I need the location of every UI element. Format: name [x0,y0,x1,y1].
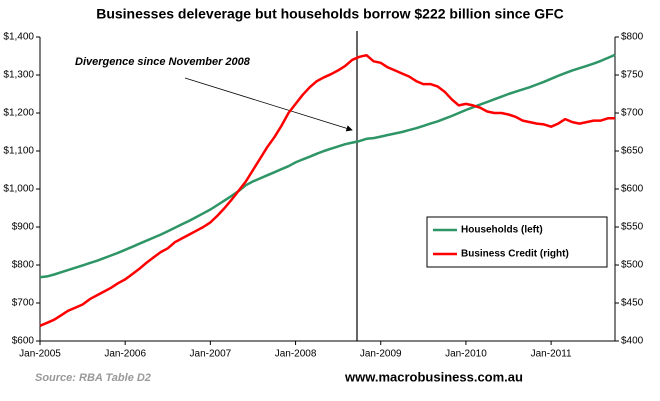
chart-title: Businesses deleverage but households bor… [96,6,564,22]
y2-tick-label: $700 [621,108,644,119]
y-tick-label: $1,300 [3,70,34,81]
x-tick-label: Jan-2009 [360,349,402,360]
legend-box [426,216,608,268]
annotation-arrow [184,77,353,132]
x-tick-label: Jan-2008 [275,349,317,360]
y-tick-label: $1,200 [3,108,34,119]
y-tick-label: $800 [12,260,35,271]
y2-tick-label: $750 [621,70,644,81]
y2-tick-label: $400 [621,336,644,347]
y-tick-label: $1,000 [3,184,34,195]
source: Source: RBA Table D2 [35,372,151,384]
website: www.macrobusiness.com.au [344,369,523,384]
legend-label: Business Credit (right) [461,249,569,260]
x-tick-label: Jan-2006 [104,349,146,360]
x-tick-label: Jan-2011 [531,349,572,360]
annotation: Divergence since November 2008 [75,56,251,68]
y2-tick-label: $600 [621,184,644,195]
y2-tick-label: $500 [621,260,644,271]
x-tick-label: Jan-2007 [190,349,232,360]
y-tick-label: $900 [12,222,35,233]
y2-tick-label: $550 [621,222,644,233]
y2-tick-label: $800 [621,32,644,43]
legend-label: Households (left) [461,225,543,236]
y2-tick-label: $650 [621,146,644,157]
series-line [39,53,616,279]
y-tick-label: $1,400 [3,32,34,43]
y-tick-label: $700 [12,298,35,309]
y-tick-label: $600 [12,336,35,347]
y-tick-label: $1,100 [3,146,34,157]
y2-tick-label: $450 [621,298,644,309]
legend: Households (left) Business Credit (right) [426,216,608,268]
x-tick-label: Jan-2005 [19,349,61,360]
series-line [39,53,615,327]
x-tick-label: Jan-2010 [445,349,487,360]
